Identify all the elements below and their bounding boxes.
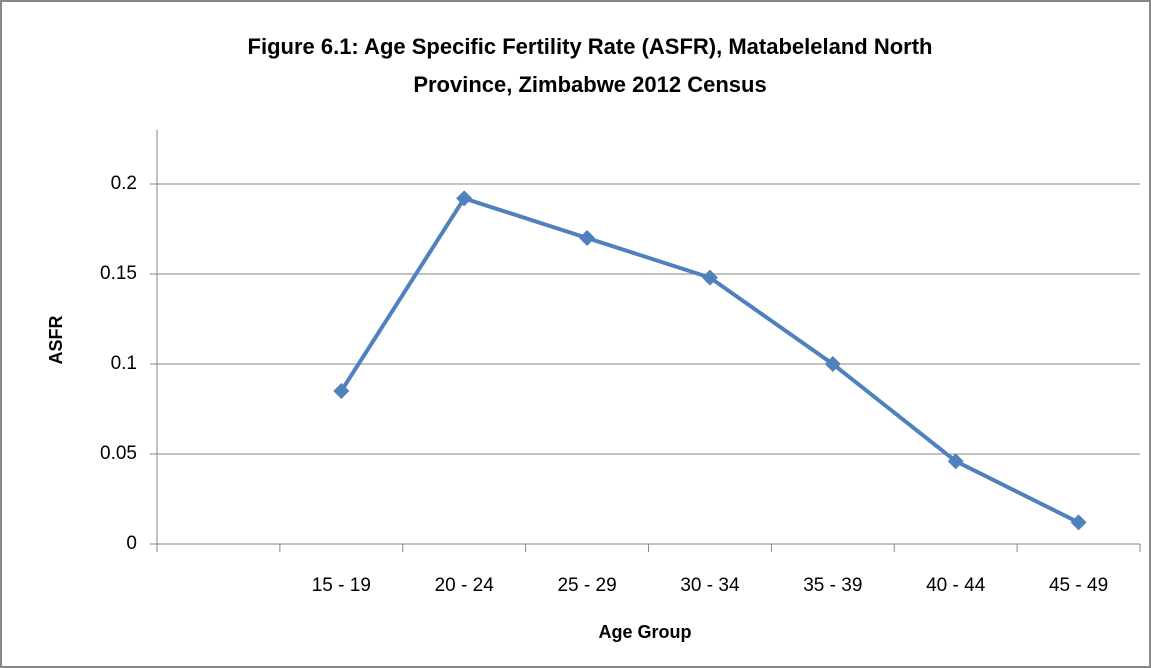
x-tick-label: 30 - 34 bbox=[680, 575, 740, 596]
x-tick-label: 35 - 39 bbox=[803, 575, 862, 596]
chart-title: Province, Zimbabwe 2012 Census bbox=[413, 72, 766, 97]
x-tick-label: 15 - 19 bbox=[312, 575, 371, 596]
data-point bbox=[579, 230, 596, 246]
x-tick-label: 25 - 29 bbox=[557, 575, 616, 596]
y-tick-label: 0.2 bbox=[111, 173, 137, 194]
chart-title: Figure 6.1: Age Specific Fertility Rate … bbox=[248, 34, 933, 59]
data-point bbox=[701, 269, 718, 286]
x-tick-label: 20 - 24 bbox=[435, 575, 495, 596]
y-axis-title: ASFR bbox=[46, 316, 66, 365]
data-point bbox=[824, 356, 841, 372]
data-point bbox=[1070, 514, 1087, 531]
x-axis-title: Age Group bbox=[599, 622, 692, 642]
data-point bbox=[333, 383, 350, 399]
y-tick-label: 0.1 bbox=[111, 353, 137, 374]
y-tick-label: 0.15 bbox=[100, 263, 137, 284]
y-tick-label: 0.05 bbox=[100, 443, 137, 464]
x-tick-label: 40 - 44 bbox=[926, 575, 986, 596]
data-point bbox=[947, 453, 964, 470]
x-tick-label: 45 - 49 bbox=[1049, 575, 1108, 596]
y-tick-label: 0 bbox=[126, 533, 137, 554]
data-point bbox=[456, 190, 473, 207]
